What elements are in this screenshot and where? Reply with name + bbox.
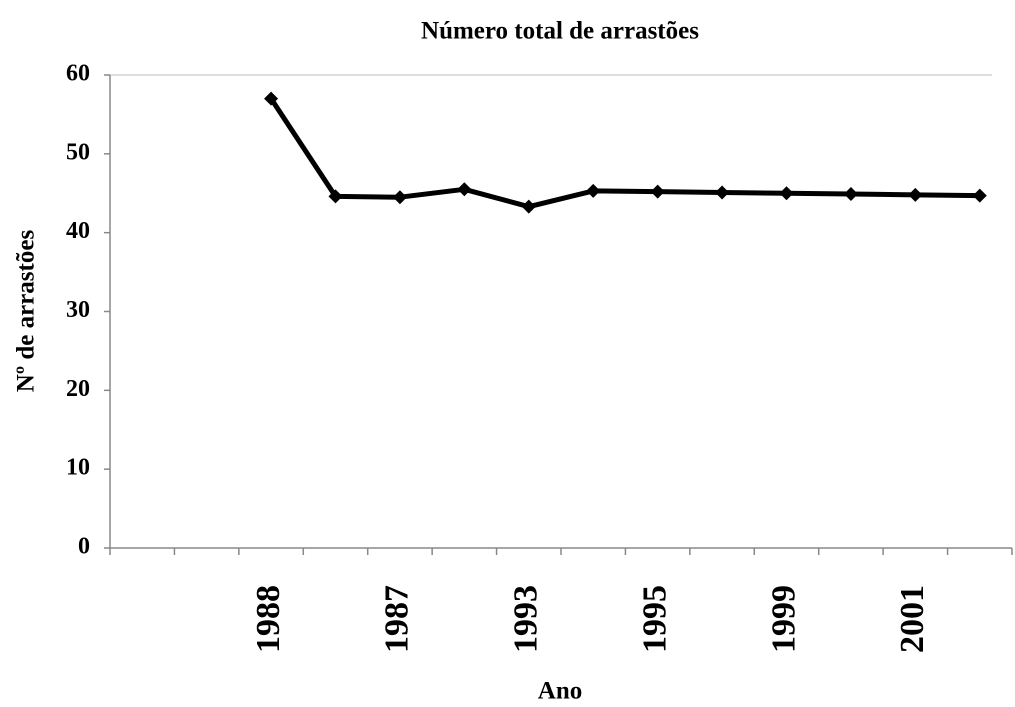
y-tick-label: 30 <box>66 297 90 323</box>
marker <box>457 182 472 197</box>
x-tick-label: 1987 <box>379 585 416 653</box>
marker <box>264 91 279 106</box>
line <box>268 97 980 210</box>
marker <box>328 189 343 204</box>
x-tick-label: 1995 <box>636 585 673 653</box>
y-tick-label: 10 <box>66 455 90 481</box>
chart-title: Número total de arrastões <box>421 18 699 45</box>
x-tick-label: 2001 <box>894 585 931 653</box>
marker <box>586 183 601 198</box>
marker <box>650 184 665 199</box>
marker <box>392 190 407 205</box>
marker <box>779 186 794 201</box>
marker <box>715 185 730 200</box>
marker <box>972 188 987 203</box>
marker <box>521 199 536 214</box>
y-axis-label: Nº de arrastões <box>13 230 40 393</box>
y-tick-label: 40 <box>66 218 90 244</box>
y-tick-label: 50 <box>66 139 90 165</box>
x-tick-label: 1999 <box>765 585 802 653</box>
y-tick-label: 0 <box>78 534 90 560</box>
x-tick-label: 1988 <box>250 585 287 653</box>
x-axis-label: Ano <box>538 678 582 705</box>
x-tick-label: 1993 <box>508 585 545 653</box>
y-tick-label: 20 <box>66 376 90 402</box>
marker <box>908 187 923 202</box>
y-tick-label: 60 <box>66 61 90 87</box>
marker <box>843 187 858 202</box>
